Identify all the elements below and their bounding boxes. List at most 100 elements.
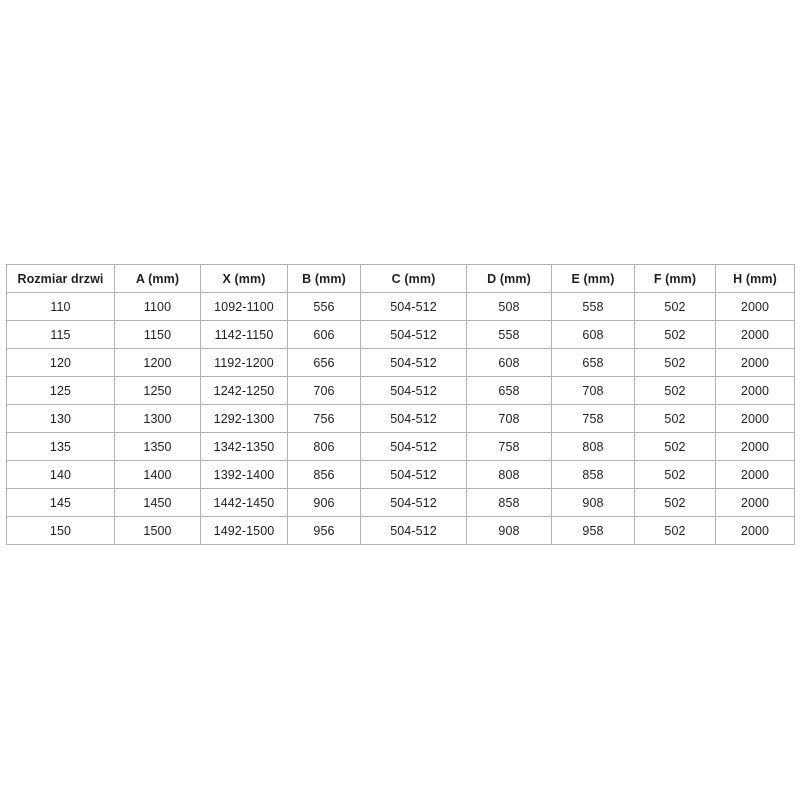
table-cell: 908 (466, 516, 552, 545)
table-cell: 808 (551, 432, 635, 461)
table-column-header: H (mm) (715, 264, 795, 293)
table-cell: 1200 (114, 348, 201, 377)
table-cell-door-size: 125 (6, 376, 115, 405)
table-cell: 1292-1300 (200, 404, 288, 433)
table-cell: 2000 (715, 292, 795, 321)
table-cell-door-size: 150 (6, 516, 115, 545)
table-row: 130 1300 1292-1300 756 504-512 708 758 502 2000 (6, 404, 795, 433)
table-cell: 2000 (715, 376, 795, 405)
table-cell: 504-512 (360, 404, 467, 433)
table-cell: 2000 (715, 516, 795, 545)
table-cell: 1350 (114, 432, 201, 461)
table-cell: 1442-1450 (200, 488, 288, 517)
table-header-row: Rozmiar drzwi A (mm) X (mm) B (mm) C (mm) D (… (6, 264, 795, 293)
table-body: 110 1100 1092-1100 556 504-512 508 558 502 2000 1… (6, 292, 795, 545)
table-cell: 858 (466, 488, 552, 517)
table-cell: 1142-1150 (200, 320, 288, 349)
table-cell: 756 (287, 404, 361, 433)
table-cell: 806 (287, 432, 361, 461)
table-row: 135 1350 1342-1350 806 504-512 758 808 502 2000 (6, 432, 795, 461)
table-cell: 706 (287, 376, 361, 405)
table-row: 140 1400 1392-1400 856 504-512 808 858 502 2000 (6, 460, 795, 489)
table-cell: 504-512 (360, 348, 467, 377)
table-column-header: X (mm) (200, 264, 288, 293)
table-cell: 2000 (715, 488, 795, 517)
table-cell: 558 (551, 292, 635, 321)
table-cell: 504-512 (360, 432, 467, 461)
table-cell: 504-512 (360, 488, 467, 517)
table-cell: 502 (634, 292, 716, 321)
table-cell: 508 (466, 292, 552, 321)
table-cell: 908 (551, 488, 635, 517)
table-cell: 1392-1400 (200, 460, 288, 489)
table-cell: 608 (551, 320, 635, 349)
table-cell: 2000 (715, 320, 795, 349)
table-cell: 1500 (114, 516, 201, 545)
table-row: 110 1100 1092-1100 556 504-512 508 558 502 2000 (6, 292, 795, 321)
table-cell: 502 (634, 348, 716, 377)
table-cell: 1192-1200 (200, 348, 288, 377)
table-cell: 1100 (114, 292, 201, 321)
table-cell-door-size: 145 (6, 488, 115, 517)
table-cell-door-size: 115 (6, 320, 115, 349)
table-cell: 658 (466, 376, 552, 405)
table-cell: 1342-1350 (200, 432, 288, 461)
spec-table-container: Rozmiar drzwi A (mm) X (mm) B (mm) C (mm) D (… (6, 264, 795, 545)
table-cell: 1242-1250 (200, 376, 288, 405)
table-column-header: C (mm) (360, 264, 467, 293)
table-cell: 502 (634, 488, 716, 517)
table-cell: 1150 (114, 320, 201, 349)
table-column-header: A (mm) (114, 264, 201, 293)
table-cell: 502 (634, 516, 716, 545)
table-cell: 504-512 (360, 320, 467, 349)
table-cell: 502 (634, 404, 716, 433)
table-cell: 906 (287, 488, 361, 517)
table-row: 145 1450 1442-1450 906 504-512 858 908 502 2000 (6, 488, 795, 517)
table-cell: 1092-1100 (200, 292, 288, 321)
table-cell: 858 (551, 460, 635, 489)
table-cell-door-size: 110 (6, 292, 115, 321)
table-cell: 502 (634, 460, 716, 489)
table-cell: 556 (287, 292, 361, 321)
table-cell: 504-512 (360, 292, 467, 321)
table-cell: 758 (466, 432, 552, 461)
table-cell: 2000 (715, 404, 795, 433)
table-cell: 1450 (114, 488, 201, 517)
table-column-header: B (mm) (287, 264, 361, 293)
table-cell: 502 (634, 376, 716, 405)
table-cell: 504-512 (360, 516, 467, 545)
table-cell-door-size: 140 (6, 460, 115, 489)
table-row: 115 1150 1142-1150 606 504-512 558 608 502 2000 (6, 320, 795, 349)
table-cell-door-size: 135 (6, 432, 115, 461)
table-cell: 658 (551, 348, 635, 377)
table-row: 125 1250 1242-1250 706 504-512 658 708 502 2000 (6, 376, 795, 405)
table-cell: 758 (551, 404, 635, 433)
table-cell: 808 (466, 460, 552, 489)
door-size-spec-table: Rozmiar drzwi A (mm) X (mm) B (mm) C (mm) D (… (6, 264, 795, 545)
table-cell: 958 (551, 516, 635, 545)
table-cell: 504-512 (360, 460, 467, 489)
table-cell: 1300 (114, 404, 201, 433)
table-cell: 1400 (114, 460, 201, 489)
table-cell: 558 (466, 320, 552, 349)
table-column-header: F (mm) (634, 264, 716, 293)
table-cell: 1250 (114, 376, 201, 405)
table-header: Rozmiar drzwi A (mm) X (mm) B (mm) C (mm) D (… (6, 264, 795, 293)
table-row: 150 1500 1492-1500 956 504-512 908 958 502 2000 (6, 516, 795, 545)
table-cell: 502 (634, 432, 716, 461)
table-cell: 606 (287, 320, 361, 349)
table-cell: 956 (287, 516, 361, 545)
table-column-header: D (mm) (466, 264, 552, 293)
table-cell: 504-512 (360, 376, 467, 405)
table-cell-door-size: 130 (6, 404, 115, 433)
table-cell: 2000 (715, 432, 795, 461)
table-cell: 856 (287, 460, 361, 489)
table-cell: 708 (551, 376, 635, 405)
table-cell: 2000 (715, 348, 795, 377)
table-cell: 502 (634, 320, 716, 349)
table-cell-door-size: 120 (6, 348, 115, 377)
table-row: 120 1200 1192-1200 656 504-512 608 658 502 2000 (6, 348, 795, 377)
table-cell: 608 (466, 348, 552, 377)
table-cell: 1492-1500 (200, 516, 288, 545)
